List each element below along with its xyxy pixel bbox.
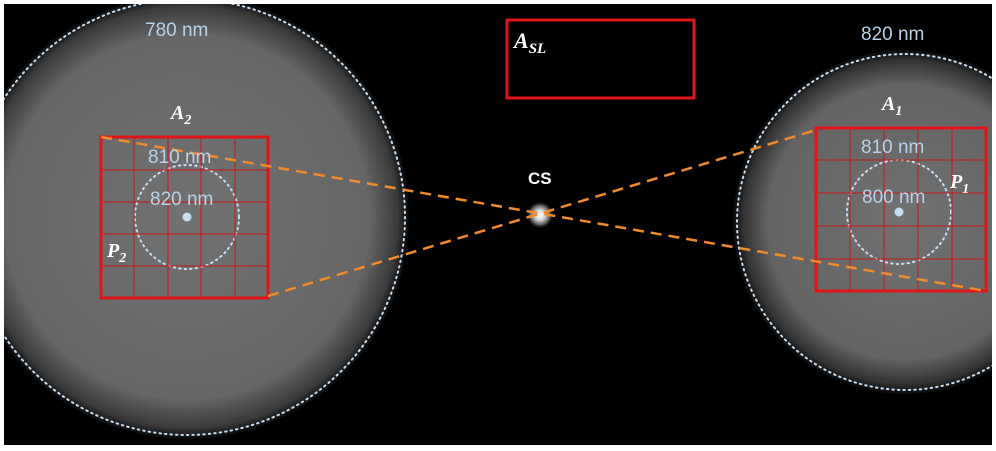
area-sl-label: ASL (512, 28, 546, 57)
point-1-label: P1 (949, 171, 969, 197)
left-inner-wavelength-label: 820 nm (150, 189, 213, 210)
central-spot-label: CS (528, 169, 552, 188)
area-2-label: A2 (169, 102, 191, 128)
right-grid-box (814, 126, 988, 293)
central-spot (526, 201, 554, 229)
right-outer-dotted-circle (736, 53, 992, 391)
right-disk (733, 50, 992, 394)
left-inner-dotted-circle (134, 164, 240, 270)
left-outer-wavelength-label: 780 nm (145, 20, 208, 41)
left-box-top-wavelength-label: 810 nm (148, 147, 211, 168)
right-inner-dotted-circle (846, 159, 952, 265)
left-center-dot (182, 212, 192, 222)
dashed-line-upper-left-to-lower-right (100, 135, 987, 293)
right-inner-wavelength-label: 800 nm (862, 187, 925, 208)
area-sl-box (505, 18, 696, 100)
right-center-dot (894, 207, 904, 217)
point-2-label: P2 (106, 240, 126, 266)
area-1-label: A1 (880, 93, 902, 119)
left-disk (4, 4, 409, 439)
left-outer-dotted-circle (4, 4, 406, 436)
right-box-top-wavelength-label: 810 nm (861, 137, 924, 158)
right-outer-wavelength-label: 820 nm (861, 24, 924, 45)
left-grid-box (99, 135, 270, 300)
dashed-line-lower-left-to-upper-right (267, 128, 817, 298)
